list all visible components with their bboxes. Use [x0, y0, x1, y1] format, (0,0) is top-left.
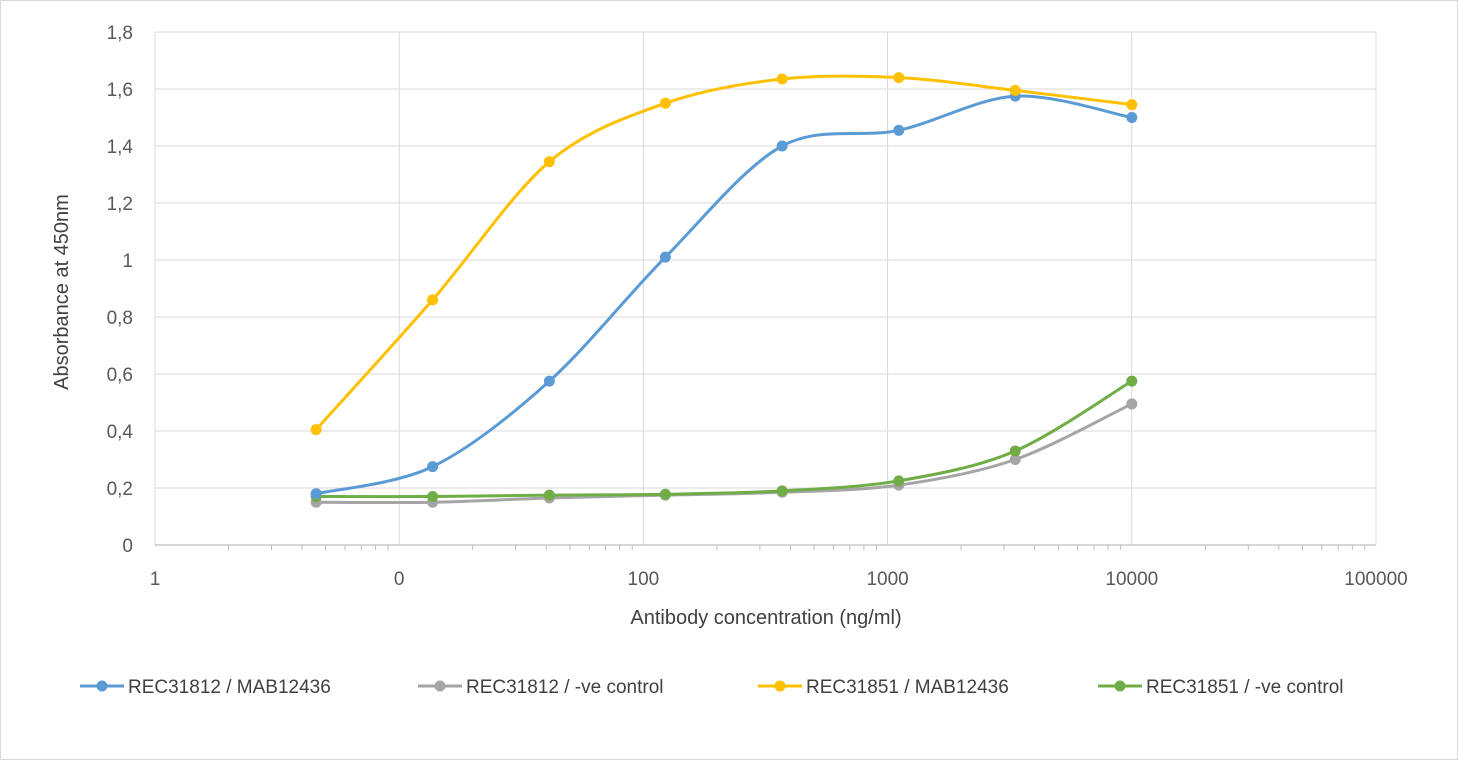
y-tick-label: 0,2	[107, 479, 133, 500]
data-point	[776, 140, 788, 152]
data-point	[1126, 99, 1138, 111]
data-point	[427, 461, 439, 473]
data-point	[1009, 454, 1021, 465]
legend-label: REC31812 / MAB12436	[128, 677, 331, 698]
y-tick-label: 0	[122, 536, 133, 557]
data-point	[1126, 375, 1138, 387]
data-point	[659, 488, 671, 500]
series-line	[316, 379, 1133, 499]
series	[310, 72, 1138, 436]
data-point	[893, 475, 905, 487]
y-tick-label: 1,2	[107, 194, 133, 215]
data-point	[543, 156, 555, 168]
x-axis-title: Antibody concentration (ng/ml)	[630, 607, 901, 629]
axes: 00,20,40,60,811,21,41,61,81 0 100 1000 10000…	[107, 23, 1408, 590]
data-point	[1009, 445, 1021, 457]
y-tick-label: 0,4	[107, 422, 134, 443]
data-point	[543, 489, 555, 501]
legend-item: REC31851 / -ve control	[1098, 677, 1344, 698]
y-tick-label: 0,6	[107, 365, 133, 386]
legend-item: REC31812 / -ve control	[418, 677, 664, 698]
data-point	[1009, 84, 1021, 96]
data-point	[310, 424, 322, 436]
legend-label: REC31851 / -ve control	[1146, 677, 1344, 698]
series-line	[315, 74, 1132, 431]
data-point	[893, 124, 905, 136]
x-tick-label: 100000	[1344, 569, 1407, 590]
x-tick-label: 100	[628, 569, 660, 590]
x-tick-label: 10000	[1105, 569, 1158, 590]
series	[310, 375, 1138, 503]
legend-marker	[774, 680, 786, 692]
data-point	[543, 375, 555, 387]
legend-marker	[96, 680, 108, 692]
y-axis-title: Absorbance at 450nm	[51, 194, 73, 390]
data-point	[1126, 112, 1138, 123]
x-tick-label: 1000	[866, 569, 908, 590]
data-point	[659, 97, 671, 109]
data-point	[310, 488, 322, 500]
legend-item: REC31851 / MAB12436	[758, 677, 1009, 698]
legend: REC31812 / MAB12436 REC31812 / -ve contro…	[80, 677, 1344, 698]
y-tick-label: 1,8	[107, 23, 133, 44]
y-tick-label: 0,8	[107, 308, 133, 329]
data-point	[776, 73, 788, 85]
x-tick-label: 1	[150, 569, 161, 590]
y-tick-label: 1	[122, 251, 133, 272]
y-tick-label: 1,6	[107, 80, 133, 101]
legend-marker	[1114, 680, 1126, 692]
data-point	[776, 485, 788, 497]
legend-item: REC31812 / MAB12436	[80, 677, 331, 698]
y-tick-label: 1,4	[107, 137, 134, 158]
series-line	[315, 94, 1133, 496]
legend-label: REC31851 / MAB12436	[806, 677, 1009, 698]
data-point	[1126, 398, 1138, 410]
legend-marker	[434, 680, 446, 692]
x-tick-label: 0	[394, 569, 405, 590]
data-point	[659, 251, 671, 263]
data-point	[427, 294, 439, 306]
legend-label: REC31812 / -ve control	[466, 677, 664, 698]
grid	[154, 31, 1377, 545]
data-point	[893, 72, 905, 84]
series-layer	[310, 72, 1138, 508]
data-point	[427, 491, 439, 503]
